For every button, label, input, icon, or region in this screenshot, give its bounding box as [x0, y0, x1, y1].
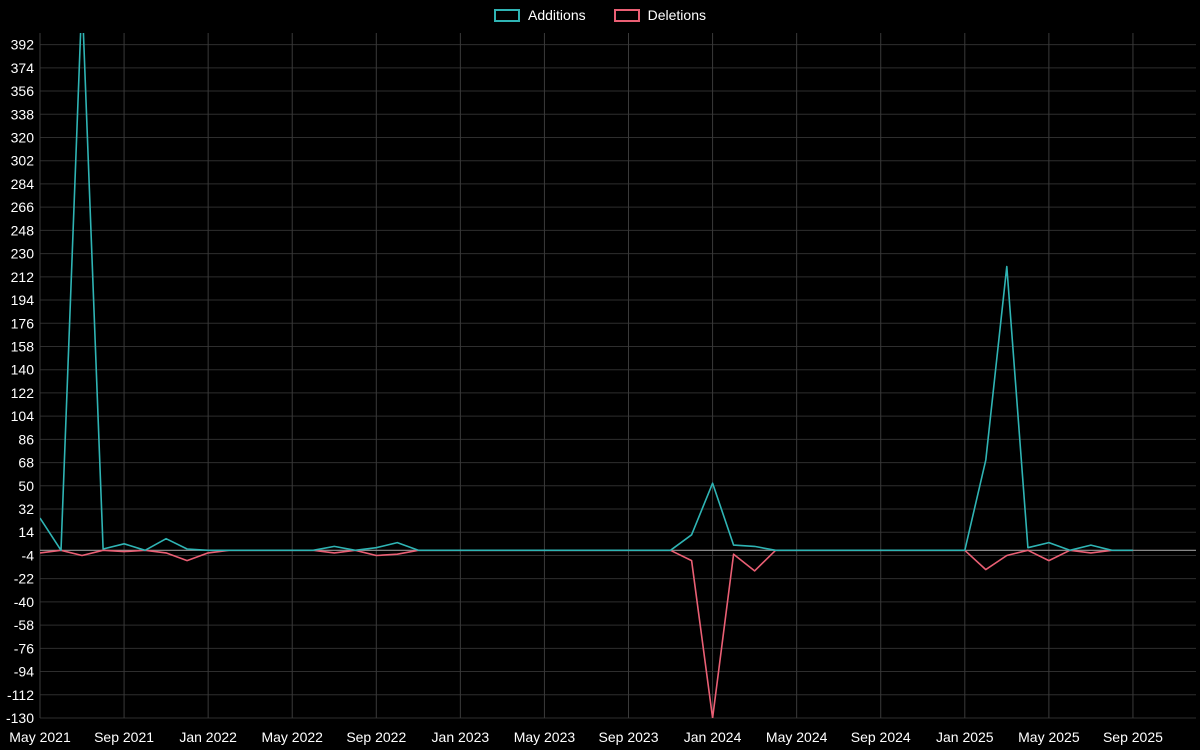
- y-axis-tick-label: -130: [6, 710, 34, 726]
- y-axis-tick-label: 122: [11, 385, 35, 401]
- deletions-swatch-icon: [613, 8, 640, 22]
- y-axis-tick-label: -40: [14, 594, 34, 610]
- y-axis-tick-label: -22: [14, 571, 34, 587]
- y-axis-tick-label: 14: [18, 524, 34, 540]
- x-axis-tick-label: Sep 2022: [346, 729, 406, 745]
- legend-label-additions: Additions: [528, 7, 586, 23]
- y-axis-tick-label: 338: [11, 106, 35, 122]
- y-axis-tick-label: -58: [14, 617, 34, 633]
- y-axis-tick-label: 392: [11, 37, 35, 53]
- legend-item-deletions[interactable]: Deletions: [613, 7, 706, 23]
- additions-line-series: [40, 33, 1133, 552]
- y-axis-tick-label: 374: [11, 60, 35, 76]
- y-axis-tick-label: 50: [18, 478, 34, 494]
- legend-label-deletions: Deletions: [647, 7, 706, 23]
- x-axis-tick-label: Jan 2023: [432, 729, 490, 745]
- y-axis-tick-label: -112: [7, 687, 34, 703]
- y-axis-tick-label: 320: [11, 129, 35, 145]
- y-axis-tick-label: 356: [11, 83, 35, 99]
- y-axis-tick-label: 194: [11, 292, 35, 308]
- deletions-line-series: [40, 549, 1133, 718]
- x-axis-tick-label: Sep 2024: [851, 729, 911, 745]
- y-axis-tick-label: 302: [11, 153, 35, 169]
- y-axis-tick-label: 176: [11, 315, 35, 331]
- y-axis-tick-label: 140: [11, 362, 35, 378]
- x-axis-tick-label: May 2022: [261, 729, 323, 745]
- additions-swatch-icon: [494, 8, 521, 22]
- y-axis-tick-label: -94: [14, 664, 34, 680]
- x-axis-tick-label: Sep 2021: [94, 729, 154, 745]
- x-axis-tick-label: Jan 2024: [684, 729, 742, 745]
- x-axis-tick-label: Jan 2025: [936, 729, 994, 745]
- x-axis-tick-label: May 2024: [766, 729, 828, 745]
- y-axis-tick-label: -76: [14, 640, 34, 656]
- x-axis-tick-label: Sep 2023: [599, 729, 659, 745]
- y-axis-tick-label: 230: [11, 246, 35, 262]
- y-axis-tick-label: 266: [11, 199, 35, 215]
- x-axis-tick-label: May 2025: [1018, 729, 1080, 745]
- x-axis-tick-label: Sep 2025: [1103, 729, 1163, 745]
- x-axis-tick-label: May 2023: [514, 729, 576, 745]
- x-axis-tick-label: May 2021: [9, 729, 71, 745]
- y-axis-tick-label: 284: [11, 176, 35, 192]
- y-axis-tick-label: 32: [18, 501, 34, 517]
- y-axis-tick-label: 68: [18, 455, 34, 471]
- y-axis-tick-label: -4: [22, 547, 35, 563]
- y-axis-tick-label: 104: [11, 408, 35, 424]
- y-axis-tick-label: 86: [18, 431, 34, 447]
- chart-legend: Additions Deletions: [0, 7, 1200, 23]
- y-axis-tick-label: 248: [11, 222, 35, 238]
- x-axis-tick-label: Jan 2022: [179, 729, 237, 745]
- legend-item-additions[interactable]: Additions: [494, 7, 586, 23]
- y-axis-tick-label: 158: [11, 338, 35, 354]
- y-axis-tick-label: 212: [11, 269, 35, 285]
